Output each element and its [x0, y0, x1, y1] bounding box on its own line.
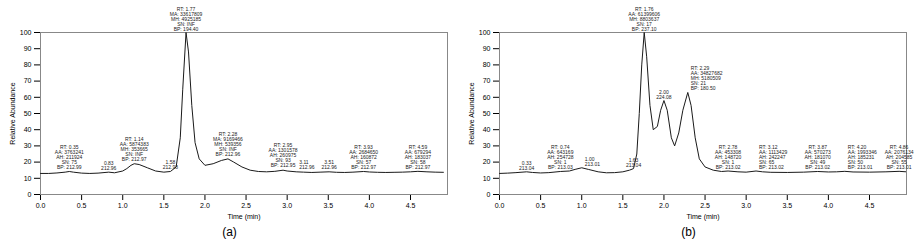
svg-text:100: 100	[20, 29, 32, 36]
svg-text:Relative Abundance: Relative Abundance	[468, 82, 475, 144]
svg-text:RT: 3.87AA: 570273AH: 181070SN: RT: 3.87AA: 570273AH: 181070SN: 49BP: 21…	[804, 144, 831, 170]
svg-text:1.58212.98: 1.58212.98	[163, 159, 179, 170]
svg-text:2.5: 2.5	[241, 202, 251, 209]
svg-text:100: 100	[479, 29, 491, 36]
svg-text:1.63213.04: 1.63213.04	[626, 157, 642, 168]
svg-text:70: 70	[483, 77, 491, 84]
svg-text:20: 20	[24, 158, 32, 165]
svg-text:50: 50	[24, 110, 32, 117]
svg-text:40: 40	[483, 126, 491, 133]
svg-text:20: 20	[483, 158, 491, 165]
svg-text:1.5: 1.5	[159, 202, 169, 209]
svg-text:RT: 1.76AA: 61399606MH: 880363: RT: 1.76AA: 61399606MH: 8803637SN: 17BP:…	[628, 6, 660, 32]
svg-text:RT: 2.95AA: 1301578AH: 260975S: RT: 2.95AA: 1301578AH: 260975SN: 93BP: 2…	[269, 142, 298, 168]
svg-text:3.11212.96: 3.11212.96	[299, 159, 315, 170]
svg-text:RT: 4.20AA: 1993346AH: 185231S: RT: 4.20AA: 1993346AH: 185231SN: 50BP: 2…	[848, 144, 877, 170]
svg-text:3.51212.96: 3.51212.96	[321, 159, 337, 170]
svg-text:30: 30	[24, 142, 32, 149]
svg-text:RT: 4.59AA: 679294AH: 183037SN: RT: 4.59AA: 679294AH: 183037SN: 58BP: 21…	[405, 144, 432, 170]
svg-text:10: 10	[24, 175, 32, 182]
svg-text:2.0: 2.0	[659, 202, 669, 209]
svg-text:RT: 2.78AA: 453308AH: 148720SN: RT: 2.78AA: 453308AH: 148720SN: 1BP: 213…	[715, 144, 742, 170]
svg-text:1.00213.01: 1.00213.01	[585, 156, 601, 167]
svg-text:90: 90	[483, 45, 491, 52]
svg-text:0.0: 0.0	[495, 202, 505, 209]
svg-text:RT: 3.12AA: 1113429AH: 242247S: RT: 3.12AA: 1113429AH: 242247SN: 65BP: 2…	[759, 144, 787, 170]
svg-text:0.0: 0.0	[36, 202, 46, 209]
svg-text:RT: 2.29AA: 34827682MH: 518050: RT: 2.29AA: 34827682MH: 5180509SN: 21BP:…	[691, 65, 723, 91]
svg-text:50: 50	[483, 110, 491, 117]
svg-text:60: 60	[24, 94, 32, 101]
svg-text:30: 30	[483, 142, 491, 149]
svg-text:RT: 3.93AA: 2684650AH: 160872S: RT: 3.93AA: 2684650AH: 160872SN: 57BP: 2…	[349, 144, 378, 170]
svg-text:RT: 0.74AA: 643169AH: 254728SN: RT: 0.74AA: 643169AH: 254728SN: 1BP: 213…	[547, 144, 574, 170]
svg-text:3.0: 3.0	[741, 202, 751, 209]
svg-text:RT: 1.14AA: 5874383MH: 353665S: RT: 1.14AA: 5874383MH: 353665SN: INFBP: …	[120, 136, 149, 162]
svg-text:3.5: 3.5	[323, 202, 333, 209]
svg-text:70: 70	[24, 77, 32, 84]
html-text:(b): (b)	[681, 225, 696, 239]
svg-text:RT: 1.77MA: 33617809MH: 492518: RT: 1.77MA: 33617809MH: 4925185SN: INFBP…	[170, 6, 203, 32]
svg-text:1.5: 1.5	[618, 202, 628, 209]
svg-text:60: 60	[483, 94, 491, 101]
svg-text:RT: 0.35AA: 3763241AH: 211924S: RT: 0.35AA: 3763241AH: 211924SN: 75BP: 2…	[55, 144, 84, 170]
svg-text:4.0: 4.0	[824, 202, 834, 209]
svg-text:0.5: 0.5	[536, 202, 546, 209]
svg-text:80: 80	[24, 61, 32, 68]
svg-text:4.0: 4.0	[365, 202, 375, 209]
svg-text:4.5: 4.5	[865, 202, 875, 209]
svg-text:0: 0	[487, 191, 491, 198]
svg-text:40: 40	[24, 126, 32, 133]
svg-text:RT: 4.86AA: 2076134AH: 204585S: RT: 4.86AA: 2076134AH: 204585SN: 55BP: 2…	[885, 144, 914, 170]
svg-text:90: 90	[24, 45, 32, 52]
svg-text:0.33213.04: 0.33213.04	[519, 160, 535, 171]
svg-text:Time (min): Time (min)	[686, 213, 719, 221]
html-text:(a): (a)	[222, 225, 237, 239]
svg-text:0.83212.96: 0.83212.96	[101, 160, 117, 171]
svg-text:RT: 2.28MA: 9169466MH: 539356S: RT: 2.28MA: 9169466MH: 539356SN: INFBP: …	[213, 131, 243, 157]
svg-text:3.5: 3.5	[782, 202, 792, 209]
svg-text:0: 0	[28, 191, 32, 198]
svg-text:10: 10	[483, 175, 491, 182]
svg-text:80: 80	[483, 61, 491, 68]
svg-text:2.0: 2.0	[200, 202, 210, 209]
svg-text:1.0: 1.0	[118, 202, 128, 209]
svg-text:3.0: 3.0	[282, 202, 292, 209]
svg-text:Relative Abundance: Relative Abundance	[9, 82, 16, 144]
svg-text:2.00224.08: 2.00224.08	[656, 89, 672, 100]
svg-text:4.5: 4.5	[406, 202, 416, 209]
svg-text:Time (min): Time (min)	[227, 213, 260, 221]
svg-text:1.0: 1.0	[577, 202, 587, 209]
svg-text:2.5: 2.5	[700, 202, 710, 209]
svg-text:0.5: 0.5	[77, 202, 87, 209]
